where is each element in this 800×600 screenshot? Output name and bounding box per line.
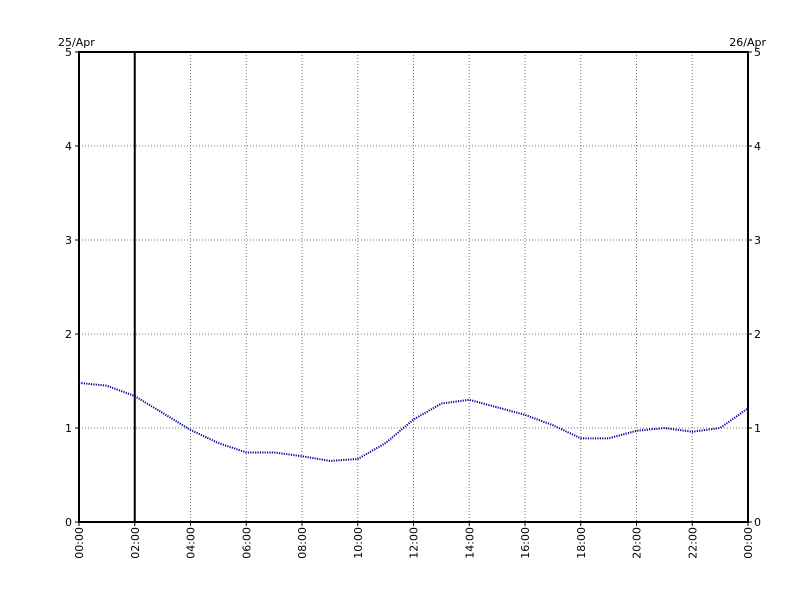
y-tick-label: 1 (65, 422, 72, 435)
y2-tick-label: 2 (754, 328, 761, 341)
series-line (78, 381, 749, 462)
x-tick-label: 20:00 (631, 527, 644, 559)
plot-frame (78, 51, 749, 523)
x-tick-label: 04:00 (185, 527, 198, 559)
y-tick-label: 3 (65, 234, 72, 247)
x-tick-label: 16:00 (519, 527, 532, 559)
end-date: 26/Apr (729, 36, 766, 49)
y-tick-label: 5 (65, 46, 72, 59)
x-tick-label: 18:00 (575, 527, 588, 559)
y2-tick-label: 4 (754, 140, 761, 153)
start-date: 25/Apr (58, 36, 95, 49)
x-tick-label: 12:00 (408, 527, 421, 559)
y2-tick-label: 5 (754, 46, 761, 59)
x-tick-label: 06:00 (240, 527, 253, 559)
y2-tick-label: 1 (754, 422, 761, 435)
y-tick-label: 2 (65, 328, 72, 341)
y2-tick-label: 0 (754, 516, 761, 529)
y-tick-label: 4 (65, 140, 72, 153)
x-tick-label: 10:00 (352, 527, 365, 559)
y-tick-label: 0 (65, 516, 72, 529)
x-tick-label: 02:00 (129, 527, 142, 559)
y2-tick-label: 3 (754, 234, 761, 247)
x-tick-label: 00:00 (73, 527, 86, 559)
x-tick-label: 08:00 (296, 527, 309, 559)
x-tick-label: 22:00 (686, 527, 699, 559)
x-tick-label: 14:00 (463, 527, 476, 559)
x-tick-label: 00:00 (742, 527, 755, 559)
